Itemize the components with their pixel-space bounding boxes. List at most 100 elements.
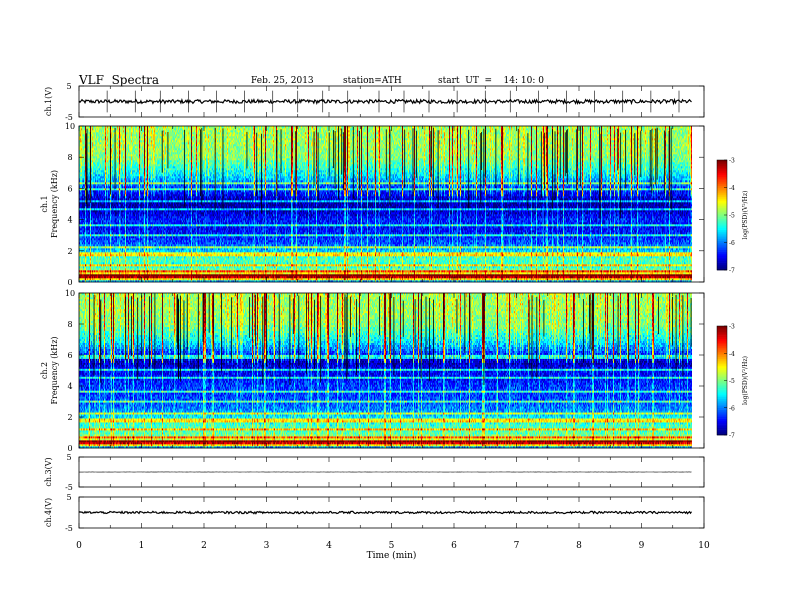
spectrogram-cell	[318, 278, 320, 280]
spectrogram-cell	[439, 278, 440, 280]
spectrogram-cell	[193, 278, 195, 280]
spectrogram-cell	[496, 278, 497, 280]
spectrogram-cell	[434, 278, 435, 280]
spectrogram-cell	[145, 278, 147, 280]
spectrogram-cell	[188, 278, 189, 280]
spectrogram-cell	[213, 278, 214, 280]
spectrogram-cell	[100, 278, 101, 280]
spectrogram-cell	[276, 278, 277, 280]
spectrogram-cell	[220, 278, 221, 280]
spectrogram-cell	[302, 278, 303, 280]
spectrogram-cell	[147, 278, 148, 280]
spectrogram-cell	[374, 278, 375, 280]
spectrogram-cell	[424, 278, 425, 280]
spectrogram-cell	[457, 278, 458, 280]
spectrogram-cell	[91, 278, 92, 280]
spectrogram-cell	[167, 278, 168, 280]
spectrogram-cell	[308, 278, 309, 280]
spectrogram-cell	[237, 278, 238, 280]
spectrogram-cell	[490, 278, 491, 280]
spectrogram-cell	[375, 278, 376, 280]
spectrogram-cell	[242, 278, 243, 280]
spectrogram-cell	[362, 278, 363, 280]
spectrogram-cell	[252, 278, 253, 280]
spectrogram-cell	[255, 278, 258, 280]
spectrogram-cell	[279, 278, 280, 280]
spectrogram-cell	[441, 278, 442, 280]
spectrogram-cell	[512, 278, 514, 280]
spectrogram-cell	[259, 278, 260, 280]
spectrogram-cell	[168, 278, 169, 280]
spectrogram-cell	[403, 278, 404, 280]
spectrogram-cell	[134, 278, 135, 280]
spectrogram-cell	[191, 278, 192, 280]
spectrogram-cell	[480, 278, 481, 280]
spectrogram-cell	[348, 278, 349, 280]
spectrogram-cell	[320, 278, 322, 280]
ch1-waveform-series-line	[79, 100, 692, 104]
spectrogram-cell	[102, 278, 106, 280]
spectrogram-cell	[520, 278, 522, 280]
spectrogram-cell	[121, 278, 122, 280]
spectrogram-cell	[89, 278, 90, 280]
spectrogram-cell	[243, 278, 245, 280]
spectrogram-cell	[526, 278, 527, 280]
spectrogram-cell	[215, 278, 216, 280]
spectrogram-cell	[275, 278, 276, 280]
spectrogram-cell	[210, 278, 211, 280]
spectrogram-cell	[133, 278, 134, 280]
spectrogram-cell	[84, 278, 85, 280]
spectrogram-cell	[335, 278, 336, 280]
spectrogram-cell	[479, 278, 480, 280]
spectrogram-cell	[409, 278, 411, 280]
spectrogram-cell	[143, 278, 144, 280]
spectrogram-cell	[122, 278, 123, 280]
spectrogram-cell	[83, 278, 84, 280]
spectrogram-cell	[200, 278, 201, 280]
spectrogram-cell	[176, 278, 177, 280]
spectrogram-cell	[395, 278, 396, 280]
spectrogram-cell	[379, 278, 380, 280]
spectrogram-cell	[88, 278, 89, 280]
spectrogram-cell	[482, 278, 483, 280]
spectrogram-cell	[208, 278, 210, 280]
spectrogram-cell	[448, 278, 449, 280]
spectrogram-cell	[474, 278, 476, 280]
spectrogram-cell	[258, 278, 259, 280]
spectrogram-cell	[438, 278, 439, 280]
spectrogram-cell	[354, 278, 355, 280]
spectrogram-cell	[428, 278, 429, 280]
spectrogram-cell	[316, 278, 317, 280]
spectrogram-cell	[245, 278, 246, 280]
spectrogram-cell	[483, 278, 485, 280]
spectrogram-cell	[119, 278, 120, 280]
spectrogram-cell	[386, 278, 388, 280]
spectrogram-cell	[149, 278, 150, 280]
spectrogram-cell	[357, 278, 358, 280]
spectrogram-cell	[506, 278, 507, 280]
spectrogram-cell	[489, 278, 490, 280]
spectrogram-cell	[219, 278, 220, 280]
spectrogram-cell	[459, 278, 460, 280]
spectrogram-cell	[363, 278, 364, 280]
spectrogram-cell	[79, 278, 83, 280]
spectrogram-cell	[429, 278, 430, 280]
spectrogram-cell	[301, 278, 302, 280]
spectrogram-cell	[251, 278, 252, 280]
spectrogram-cell	[333, 278, 334, 280]
spectrogram-cell	[290, 278, 291, 280]
spectrogram-cell	[431, 278, 432, 280]
spectrogram-cell	[277, 278, 278, 280]
spectrogram-cell	[420, 278, 421, 280]
spectrogram-cell	[282, 278, 283, 280]
spectrogram-cell	[423, 278, 424, 280]
spectrogram-cell	[117, 278, 118, 280]
spectrogram-cell	[246, 278, 247, 280]
spectrogram-cell	[303, 278, 305, 280]
spectrogram-cell	[183, 278, 184, 280]
spectrogram-cell	[356, 278, 357, 280]
spectrogram-cell	[368, 278, 369, 280]
spectrogram-cell	[519, 278, 520, 280]
spectrogram-cell	[351, 278, 352, 280]
spectrogram-cell	[406, 278, 407, 280]
